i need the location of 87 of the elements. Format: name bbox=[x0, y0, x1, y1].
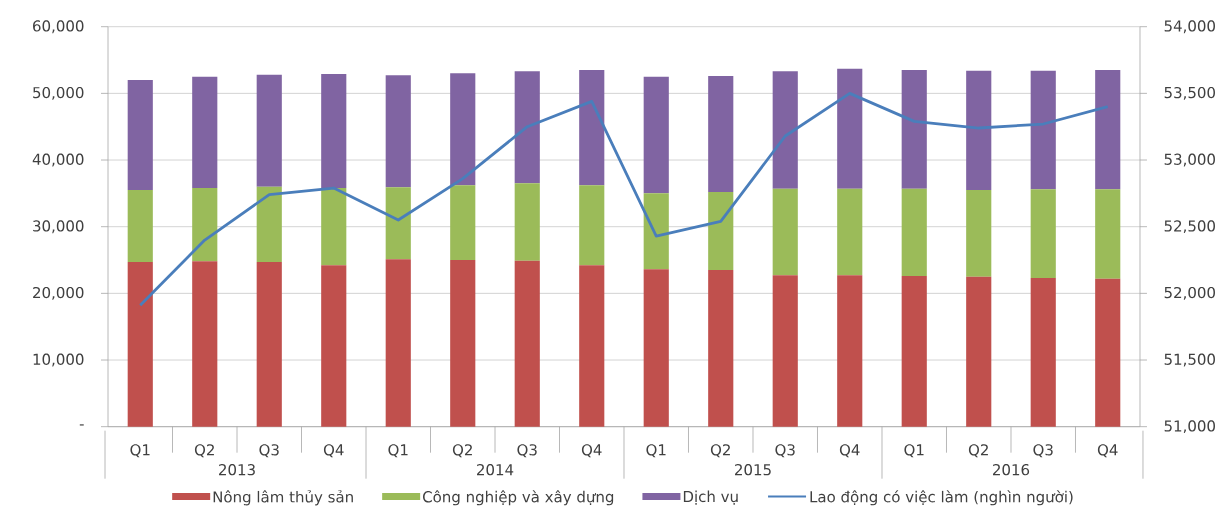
bar bbox=[837, 275, 863, 427]
bar bbox=[772, 275, 798, 427]
bar bbox=[192, 76, 218, 189]
bar bbox=[901, 70, 927, 189]
bar bbox=[514, 71, 540, 184]
y-tick-label: 40,000 bbox=[32, 153, 84, 167]
bar bbox=[127, 190, 153, 263]
x-tick-label: Q3 bbox=[517, 444, 537, 458]
bar bbox=[1030, 70, 1056, 190]
bar bbox=[579, 70, 605, 186]
bar bbox=[450, 185, 476, 261]
x-tick-label: Q2 bbox=[194, 444, 214, 458]
bar bbox=[256, 74, 282, 187]
legend-label: Lao động có việc làm (nghìn người) bbox=[810, 490, 1073, 506]
x-tick-label: Q3 bbox=[259, 444, 279, 458]
y-tick-label: 50,000 bbox=[33, 86, 84, 100]
bar bbox=[966, 70, 992, 191]
y-tick-label: 30,000 bbox=[33, 220, 84, 234]
bar bbox=[385, 75, 411, 188]
x-tick-label: Q3 bbox=[1033, 444, 1053, 458]
x-tick-label: Q4 bbox=[323, 444, 344, 458]
y-tick-label: 10,000 bbox=[33, 353, 84, 367]
x-tick-label: Q2 bbox=[452, 444, 472, 458]
bar bbox=[901, 188, 927, 277]
legend-label: Công nghiệp và xây dựng bbox=[423, 490, 614, 506]
bar bbox=[192, 261, 218, 427]
bar bbox=[514, 260, 540, 427]
bar bbox=[708, 192, 734, 271]
text: 2014 bbox=[477, 464, 514, 476]
y-tick-label: 60,000 bbox=[33, 20, 84, 34]
bar bbox=[321, 265, 347, 427]
bar bbox=[708, 76, 734, 193]
bar bbox=[256, 262, 282, 427]
text: 2016 bbox=[993, 464, 1030, 476]
bar bbox=[1095, 189, 1121, 279]
bar bbox=[901, 276, 927, 427]
x-tick-label: Q4 bbox=[839, 444, 860, 458]
bar bbox=[1095, 278, 1121, 427]
x-tick-label: Q1 bbox=[904, 444, 924, 458]
y2-tick-label: 51,500 bbox=[1164, 353, 1215, 367]
x-tick-label: Q4 bbox=[1097, 444, 1118, 458]
x-tick-label: Q1 bbox=[130, 444, 150, 458]
bar bbox=[256, 186, 282, 263]
bar bbox=[1095, 70, 1121, 190]
bar bbox=[1030, 278, 1056, 427]
text: 2013 bbox=[219, 464, 255, 476]
y-tick-label: 20,000 bbox=[33, 286, 84, 300]
y2-tick-label: 54,000 bbox=[1164, 20, 1215, 34]
text: 2015 bbox=[735, 464, 771, 476]
x-tick-label: Q3 bbox=[775, 444, 795, 458]
bar bbox=[966, 276, 992, 427]
x-tick-label: Q4 bbox=[581, 444, 602, 458]
y-tick-label: - bbox=[79, 424, 84, 426]
bar bbox=[966, 190, 992, 277]
bar bbox=[772, 71, 798, 189]
bar bbox=[579, 265, 605, 427]
y2-tick-label: 52,000 bbox=[1164, 286, 1215, 300]
y2-tick-label: 53,500 bbox=[1164, 86, 1215, 100]
x-tick-label: Q2 bbox=[710, 444, 730, 458]
y2-tick-label: 53,000 bbox=[1164, 153, 1215, 167]
bar bbox=[514, 183, 540, 261]
bar bbox=[708, 270, 734, 427]
bar bbox=[643, 76, 669, 194]
bar bbox=[321, 74, 347, 189]
bar bbox=[579, 185, 605, 266]
legend-label: Nông lâm thủy sản bbox=[213, 490, 353, 506]
bar bbox=[837, 188, 863, 276]
bar bbox=[643, 269, 669, 427]
legend-label: Dịch vụ bbox=[683, 490, 738, 505]
bar bbox=[643, 193, 669, 270]
bar bbox=[1030, 189, 1056, 279]
bar bbox=[450, 260, 476, 427]
x-tick-label: Q1 bbox=[646, 444, 666, 458]
bar bbox=[772, 188, 798, 276]
bar bbox=[385, 259, 411, 427]
bar bbox=[385, 187, 411, 260]
bar bbox=[321, 188, 347, 266]
x-tick-label: Q1 bbox=[388, 444, 408, 458]
y2-tick-label: 52,500 bbox=[1164, 220, 1215, 234]
line-series bbox=[138, 91, 1110, 307]
bar bbox=[127, 80, 153, 191]
bar bbox=[192, 188, 218, 262]
y2-tick-label: 51,000 bbox=[1164, 420, 1215, 434]
bar bbox=[837, 68, 863, 189]
x-tick-label: Q2 bbox=[968, 444, 988, 458]
bar bbox=[127, 262, 153, 427]
bar bbox=[450, 73, 476, 186]
